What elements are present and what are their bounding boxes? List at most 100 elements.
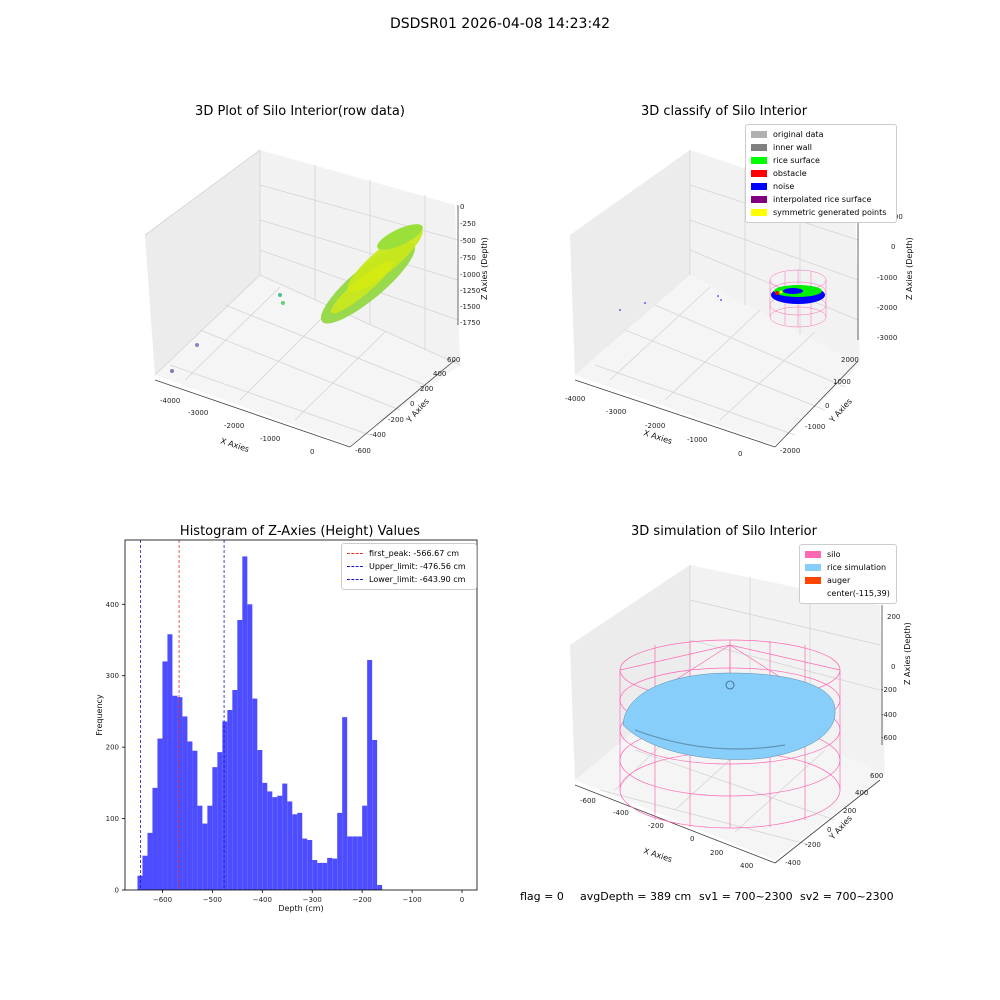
plot4-ztick: 200 — [887, 613, 900, 621]
plot1-ytick: -600 — [355, 447, 371, 455]
plot1-ztick: 0 — [460, 203, 464, 211]
plot4-zlabel: Z Axies (Depth) — [903, 622, 912, 685]
histogram-bar — [307, 840, 313, 890]
legend-label: rice surface — [773, 156, 820, 165]
plot2-ztick: -2000 — [877, 304, 897, 312]
legend-swatch — [805, 551, 821, 558]
histogram-bar — [282, 783, 288, 890]
histogram-bar — [222, 721, 228, 890]
histogram-ylabel: Frequency — [95, 694, 104, 736]
plot4-ytick: -400 — [785, 859, 801, 867]
plot2-title: 3D classify of Silo Interior — [640, 104, 808, 119]
legend-label: Upper_limit: -476.56 cm — [369, 562, 466, 571]
plot1-ztick: -250 — [460, 220, 476, 228]
legend-label: silo — [827, 550, 841, 559]
plot2-xtick: 0 — [738, 450, 742, 458]
histogram-bar — [152, 787, 158, 890]
histogram-bar — [317, 862, 323, 890]
histogram-bar — [202, 823, 208, 890]
histogram-xtick-label: −500 — [203, 896, 222, 904]
plot1-ztick: -1500 — [460, 303, 480, 311]
plot1-ytick: 0 — [410, 400, 414, 408]
legend-label: obstacle — [773, 169, 807, 178]
avg-depth-text: avgDepth = 389 cm — [580, 890, 692, 903]
histogram-bar — [362, 805, 368, 890]
plot1-xlabel: X Axies — [219, 436, 250, 454]
histogram-bar — [322, 862, 328, 890]
legend-line — [347, 553, 363, 554]
plot1-ztick: -1250 — [460, 287, 480, 295]
histogram-xtick-label: −600 — [153, 896, 172, 904]
histogram-bar — [252, 698, 258, 890]
plot4-ytick: 400 — [855, 789, 868, 797]
plot1-ztick: -750 — [460, 254, 476, 262]
legend-label: Lower_limit: -643.90 cm — [369, 575, 466, 584]
plot2-legend: original data inner wall rice surface ob… — [745, 124, 897, 223]
histogram-bar — [172, 695, 178, 890]
histogram-bar — [227, 710, 233, 890]
histogram-bar — [137, 875, 143, 890]
legend-label: symmetric generated points — [773, 208, 887, 217]
plot4-ytick: 600 — [870, 772, 883, 780]
histogram-bar — [237, 620, 243, 890]
plot1-xtick: -2000 — [224, 422, 244, 430]
legend-label: interpolated rice surface — [773, 195, 872, 204]
plot2-zlabel: Z Axies (Depth) — [905, 237, 914, 300]
legend-label: center(-115,39) — [827, 589, 890, 598]
plot2-xlabel: X Axies — [642, 428, 673, 446]
plot4-xtick: -400 — [613, 809, 629, 817]
histogram-ytick-label: 200 — [106, 744, 119, 752]
histogram-bar — [157, 738, 163, 890]
plot4-ytick: -200 — [805, 841, 821, 849]
histogram-bar — [182, 716, 188, 890]
histogram-bar — [212, 767, 218, 890]
plot4-ztick: 0 — [891, 663, 895, 671]
legend-swatch — [751, 170, 767, 177]
legend-swatch — [805, 590, 821, 597]
histogram-bar — [342, 717, 348, 890]
histogram-xtick-label: −400 — [253, 896, 272, 904]
plot2-xtick: -1000 — [687, 436, 707, 444]
figure-title: DSDSR01 2026-04-08 14:23:42 — [389, 16, 610, 32]
histogram-xtick-label: 0 — [460, 896, 464, 904]
histogram-bar — [367, 660, 373, 890]
plot4-xtick: -200 — [648, 822, 664, 830]
plot4-legend: silo rice simulation auger center(-115,3… — [799, 544, 897, 604]
legend-swatch — [805, 577, 821, 584]
histogram-bar — [177, 697, 183, 890]
legend-swatch — [751, 157, 767, 164]
histogram-bar — [232, 690, 238, 890]
histogram-bar — [257, 750, 263, 890]
plot2-ytick: 2000 — [841, 356, 859, 364]
legend-swatch — [751, 183, 767, 190]
histogram-bar — [272, 797, 278, 890]
plot1-xtick: -4000 — [160, 397, 180, 405]
histogram-bar — [347, 836, 353, 890]
histogram-xtick-label: −100 — [402, 896, 421, 904]
legend-line — [347, 566, 363, 567]
plot2-xtick: -2000 — [645, 422, 665, 430]
plot1-ytick: -400 — [370, 431, 386, 439]
plot2-ztick: 0 — [891, 243, 895, 251]
plot1-ytick: 400 — [433, 370, 446, 378]
plot2-ytick: 0 — [825, 402, 829, 410]
plot4-ztick: -200 — [881, 686, 897, 694]
histogram-bar — [352, 836, 358, 890]
plot2-xtick: -3000 — [606, 408, 626, 416]
histogram-bar — [337, 812, 343, 890]
histogram-bar — [277, 795, 283, 890]
legend-label: first_peak: -566.67 cm — [369, 549, 460, 558]
plot2-classified-points — [619, 285, 825, 311]
histogram-xtick-label: −300 — [303, 896, 322, 904]
histogram-bar — [312, 860, 318, 890]
plot4-3d-axes: -600 -400 -200 0 200 400 X Axies -400 -2… — [570, 565, 912, 870]
histogram-bar — [247, 604, 253, 890]
plot2-ytick: -2000 — [780, 447, 800, 455]
histogram-bar — [162, 661, 168, 890]
legend-swatch — [751, 209, 767, 216]
plot1-xtick: -1000 — [260, 435, 280, 443]
histogram-ytick-label: 300 — [106, 672, 119, 680]
plot1-xtick: 0 — [310, 448, 314, 456]
legend-label: inner wall — [773, 143, 813, 152]
plot2-xtick: -4000 — [565, 395, 585, 403]
